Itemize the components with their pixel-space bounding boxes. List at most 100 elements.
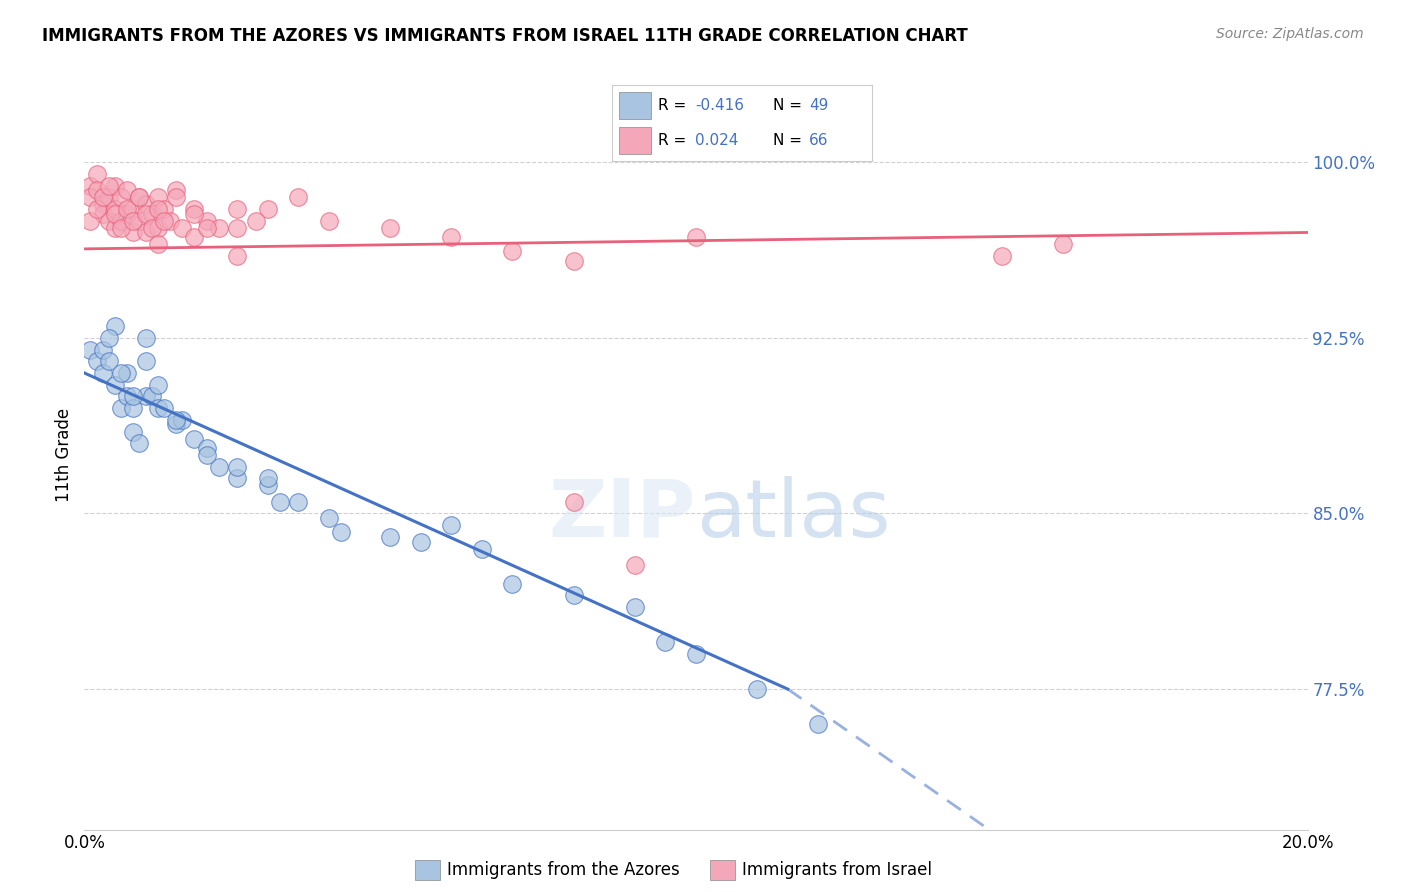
Point	[146, 202, 169, 216]
Text: R =: R =	[658, 133, 692, 148]
Point	[115, 389, 138, 403]
Point	[440, 518, 463, 533]
Point	[183, 207, 205, 221]
Text: N =: N =	[773, 98, 807, 112]
Point	[110, 220, 132, 235]
Point	[91, 343, 114, 357]
Point	[624, 600, 647, 615]
Point	[287, 190, 309, 204]
Point	[79, 178, 101, 193]
Point	[146, 401, 169, 415]
Point	[195, 213, 218, 227]
Point	[128, 436, 150, 450]
Point	[97, 354, 120, 368]
Point	[153, 213, 176, 227]
Point	[115, 366, 138, 380]
Point	[104, 178, 127, 193]
Text: 0.024: 0.024	[695, 133, 738, 148]
Point	[91, 190, 114, 204]
Point	[79, 343, 101, 357]
Point	[97, 331, 120, 345]
Point	[269, 494, 291, 508]
Point	[104, 202, 127, 216]
Point	[562, 253, 585, 268]
Point	[146, 377, 169, 392]
Point	[195, 448, 218, 462]
Point	[165, 183, 187, 197]
Point	[146, 190, 169, 204]
Text: 66: 66	[810, 133, 828, 148]
Point	[287, 494, 309, 508]
Point	[135, 331, 157, 345]
Point	[104, 319, 127, 334]
Point	[97, 213, 120, 227]
Point	[685, 230, 707, 244]
Point	[153, 401, 176, 415]
Point	[165, 413, 187, 427]
Point	[195, 441, 218, 455]
Y-axis label: 11th Grade: 11th Grade	[55, 408, 73, 502]
Point	[440, 230, 463, 244]
Point	[245, 213, 267, 227]
Point	[104, 220, 127, 235]
Point	[208, 459, 231, 474]
Point	[86, 354, 108, 368]
Point	[135, 226, 157, 240]
Point	[471, 541, 494, 556]
Point	[409, 534, 432, 549]
Point	[122, 401, 145, 415]
Point	[153, 202, 176, 216]
Point	[110, 366, 132, 380]
Text: Source: ZipAtlas.com: Source: ZipAtlas.com	[1216, 27, 1364, 41]
Point	[104, 207, 127, 221]
Point	[183, 202, 205, 216]
Point	[122, 425, 145, 439]
Point	[146, 237, 169, 252]
Point	[562, 494, 585, 508]
Point	[991, 249, 1014, 263]
Point	[226, 202, 249, 216]
Point	[624, 558, 647, 572]
Point	[115, 202, 138, 216]
Point	[654, 635, 676, 649]
Point	[79, 213, 101, 227]
Text: ZIP: ZIP	[548, 475, 696, 554]
Point	[97, 178, 120, 193]
Point	[135, 207, 157, 221]
Point	[135, 389, 157, 403]
Point	[226, 220, 249, 235]
Point	[86, 167, 108, 181]
Point	[562, 588, 585, 602]
FancyBboxPatch shape	[620, 128, 651, 154]
Point	[115, 207, 138, 221]
Point	[86, 202, 108, 216]
Point	[257, 202, 280, 216]
FancyBboxPatch shape	[620, 92, 651, 119]
Point	[208, 220, 231, 235]
Point	[97, 190, 120, 204]
Point	[226, 249, 249, 263]
Point	[195, 220, 218, 235]
Point	[141, 220, 163, 235]
Text: Immigrants from the Azores: Immigrants from the Azores	[447, 861, 681, 879]
Point	[122, 213, 145, 227]
Point	[141, 389, 163, 403]
Point	[104, 377, 127, 392]
Text: atlas: atlas	[696, 475, 890, 554]
Point	[135, 354, 157, 368]
Point	[141, 207, 163, 221]
Text: -0.416: -0.416	[695, 98, 744, 112]
Point	[79, 190, 101, 204]
Point	[318, 213, 340, 227]
Point	[115, 183, 138, 197]
Point	[183, 230, 205, 244]
Point	[159, 213, 181, 227]
Point	[226, 459, 249, 474]
Point	[110, 190, 132, 204]
Point	[807, 717, 830, 731]
Point	[122, 389, 145, 403]
Point	[172, 413, 194, 427]
Point	[128, 213, 150, 227]
Point	[91, 197, 114, 211]
Point	[257, 471, 280, 485]
